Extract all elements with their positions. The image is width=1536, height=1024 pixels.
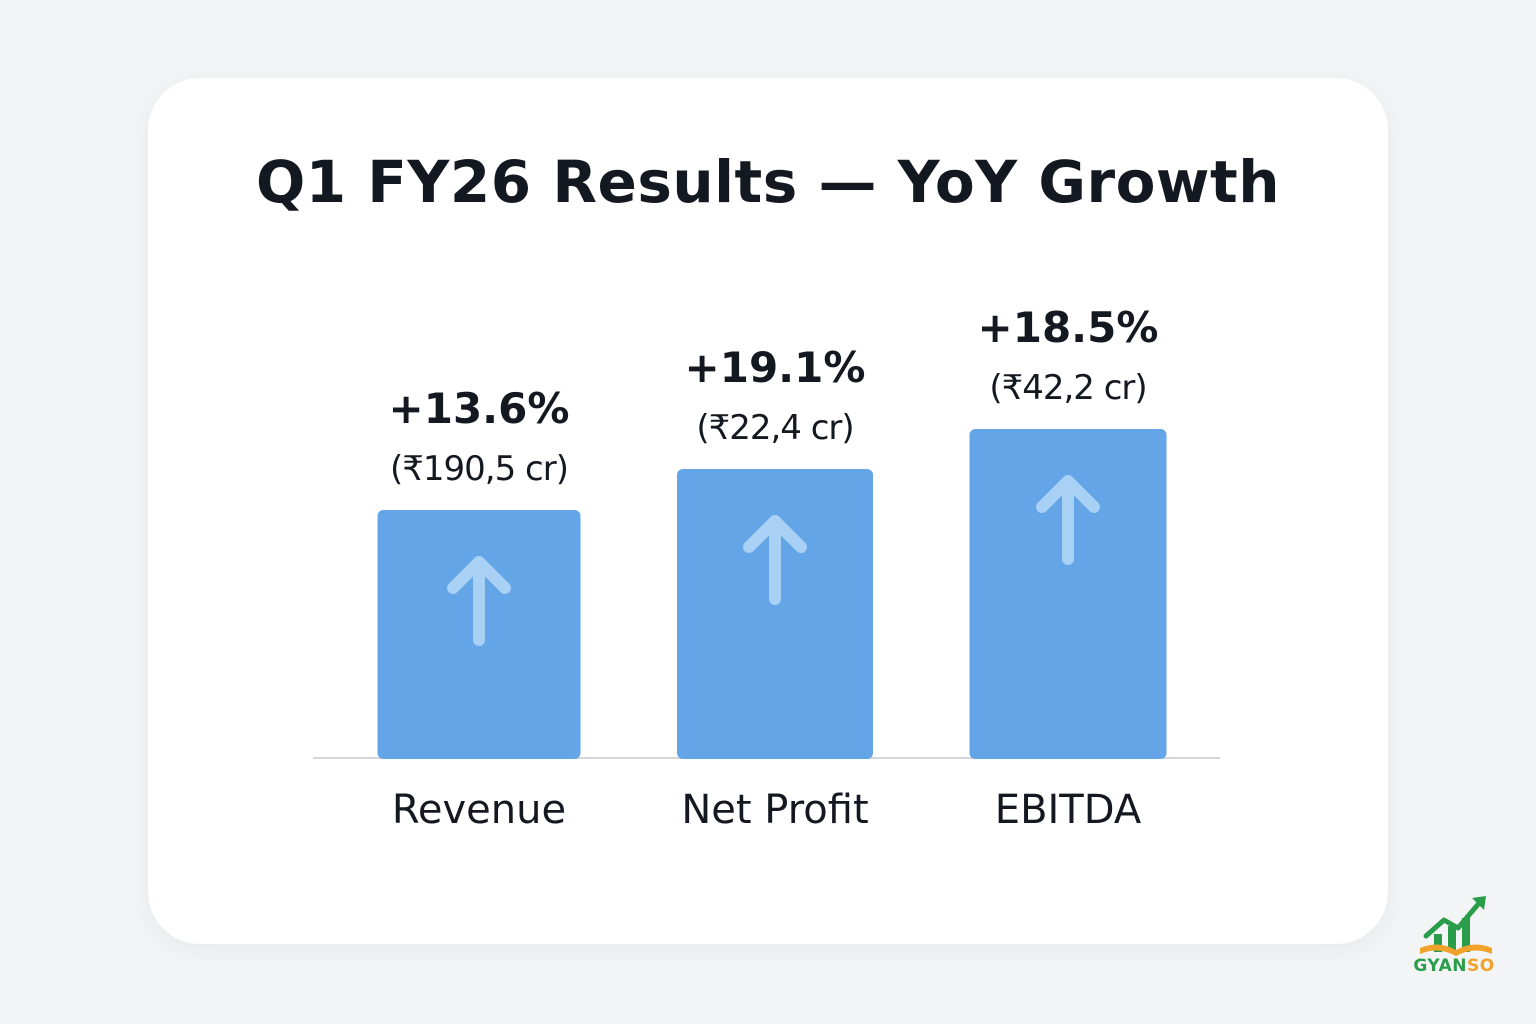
amount-label-net-profit: (₹22,4 cr): [696, 408, 853, 448]
category-label-ebitda: EBITDA: [995, 787, 1142, 833]
chart-title: Q1 FY26 Results — YoY Growth: [255, 148, 1281, 216]
arrow-up-icon: [1036, 475, 1100, 565]
value-label-revenue: +13.6%: [389, 384, 570, 433]
amount-label-ebitda: (₹42,2 cr): [989, 368, 1146, 408]
brand-name-left: GYAN: [1413, 956, 1467, 976]
brand-name-right: SO: [1466, 956, 1495, 976]
category-label-revenue: Revenue: [392, 787, 566, 833]
category-label-net-profit: Net Profit: [681, 787, 868, 833]
amount-label-revenue: (₹190,5 cr): [390, 449, 568, 489]
growth-chart-icon: [1420, 896, 1492, 956]
value-label-net-profit: +19.1%: [685, 343, 866, 392]
value-label-ebitda: +18.5%: [978, 303, 1159, 352]
brand-name: GYANSO: [1404, 956, 1504, 976]
bars-group: +13.6% (₹190,5 cr) Revenue +19.1% (₹22,4 cr)…: [377, 303, 1167, 833]
bar-ebitda: [969, 429, 1167, 759]
bar-net-profit: [677, 469, 873, 759]
arrow-up-icon: [743, 515, 807, 605]
arrow-up-icon: [447, 556, 511, 646]
